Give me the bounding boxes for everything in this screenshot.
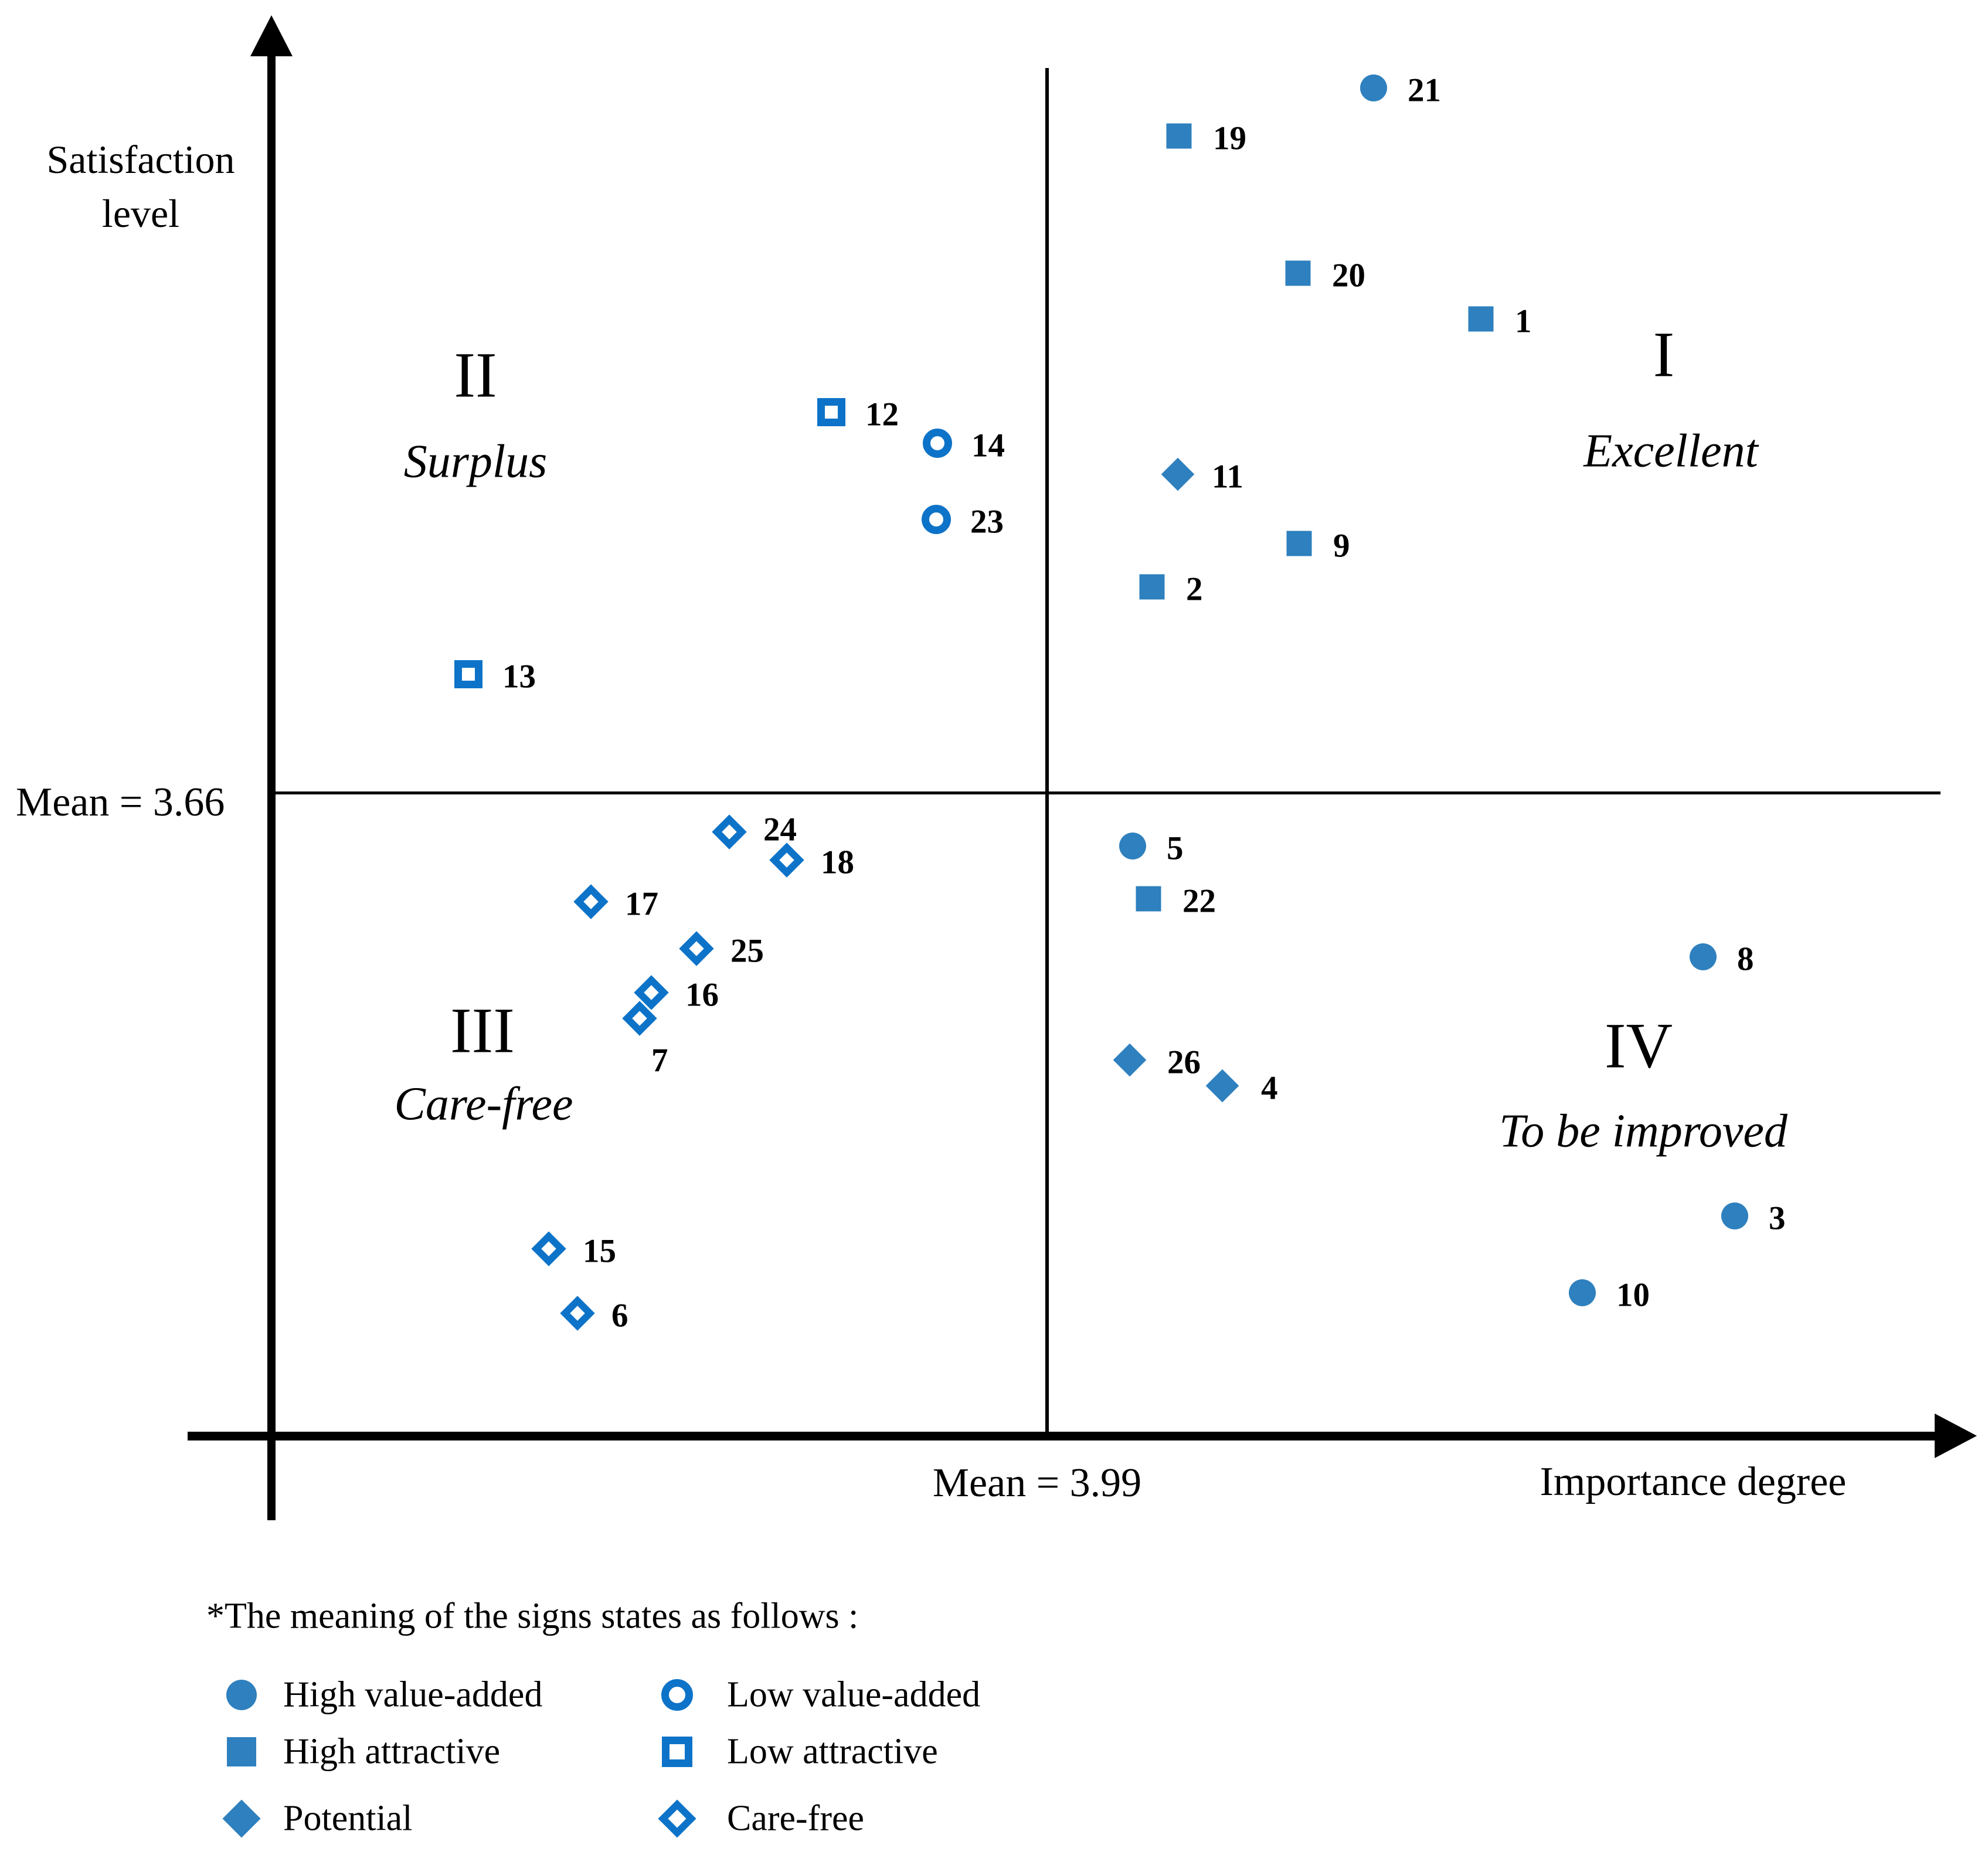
x-axis-line — [188, 1432, 1941, 1440]
quadrant-numeral-IV: IV — [1604, 1010, 1673, 1082]
legend-label-high-value-added: High value-added — [283, 1674, 543, 1715]
y-mean-divider-line — [274, 791, 1941, 794]
point-5-filled-circle-icon — [1119, 833, 1146, 859]
point-label-6: 6 — [611, 1297, 628, 1334]
point-label-21: 21 — [1408, 72, 1441, 109]
quadrant-name-II: Surplus — [403, 436, 548, 488]
x-mean-label: Mean = 3.99 — [932, 1460, 1142, 1506]
y-axis-line — [267, 47, 276, 1520]
point-label-14: 14 — [971, 427, 1005, 464]
legend-label-low-value-added: Low value-added — [727, 1674, 981, 1715]
point-label-24: 24 — [763, 811, 797, 848]
point-label-2: 2 — [1186, 570, 1203, 608]
quadrant-name-IV: To be improved — [1499, 1105, 1787, 1157]
x-mean-divider-line — [1045, 68, 1049, 1432]
point-13-open-square-icon — [454, 660, 482, 688]
point-23-open-circle-icon — [922, 505, 951, 534]
point-11-filled-diamond-icon — [1161, 457, 1195, 491]
y-mean-label: Mean = 3.66 — [16, 780, 225, 825]
point-25-open-diamond-icon — [679, 931, 714, 966]
y-axis-arrowhead-icon — [250, 15, 293, 56]
point-10-filled-circle-icon — [1569, 1279, 1596, 1306]
point-label-23: 23 — [970, 503, 1004, 541]
point-label-17: 17 — [625, 885, 658, 923]
point-label-8: 8 — [1737, 940, 1754, 978]
point-label-7: 7 — [651, 1042, 668, 1079]
point-19-filled-square-icon — [1166, 123, 1192, 149]
legend-label-low-attractive: Low attractive — [727, 1731, 938, 1772]
point-label-9: 9 — [1333, 527, 1350, 565]
point-label-19: 19 — [1213, 120, 1246, 157]
point-label-22: 22 — [1182, 882, 1216, 920]
point-1-filled-square-icon — [1468, 306, 1494, 332]
quadrant-numeral-III: III — [450, 994, 515, 1066]
quadrant-name-I: Excellent — [1583, 425, 1758, 477]
point-label-13: 13 — [502, 658, 536, 695]
point-label-16: 16 — [685, 976, 719, 1014]
point-24-open-diamond-icon — [712, 814, 747, 850]
y-axis-title-line1: Satisfaction — [46, 137, 235, 182]
point-4-filled-diamond-icon — [1205, 1069, 1239, 1103]
legend-open-circle-icon — [661, 1679, 693, 1711]
quadrant-numeral-II: II — [454, 339, 497, 411]
point-12-open-square-icon — [817, 398, 845, 426]
legend-open-square-icon — [662, 1737, 692, 1767]
point-label-20: 20 — [1332, 257, 1365, 294]
y-axis-title: Satisfaction level — [0, 132, 281, 240]
point-label-12: 12 — [865, 396, 899, 433]
point-15-open-diamond-icon — [531, 1231, 566, 1266]
point-6-open-diamond-icon — [560, 1296, 595, 1331]
point-8-filled-circle-icon — [1690, 943, 1717, 970]
legend-label-care-free: Care-free — [727, 1798, 865, 1839]
legend-filled-square-icon — [227, 1737, 256, 1766]
point-label-4: 4 — [1261, 1069, 1278, 1107]
legend-label-potential: Potential — [283, 1798, 413, 1839]
point-9-filled-square-icon — [1286, 531, 1312, 556]
quadrant-name-III: Care-free — [394, 1078, 573, 1130]
point-3-filled-circle-icon — [1721, 1202, 1748, 1229]
legend-label-high-attractive: High attractive — [283, 1731, 501, 1772]
point-label-5: 5 — [1167, 830, 1184, 867]
point-label-10: 10 — [1616, 1276, 1650, 1314]
y-axis-title-line2: level — [101, 191, 180, 236]
point-label-1: 1 — [1515, 303, 1532, 340]
point-2-filled-square-icon — [1139, 574, 1165, 600]
point-21-filled-circle-icon — [1360, 74, 1387, 101]
point-label-18: 18 — [821, 844, 854, 881]
point-label-26: 26 — [1167, 1044, 1201, 1081]
legend-filled-circle-icon — [226, 1680, 257, 1710]
legend-open-diamond-icon — [658, 1799, 696, 1838]
legend-title: *The meaning of the signs states as foll… — [206, 1596, 859, 1636]
point-label-3: 3 — [1769, 1200, 1786, 1237]
point-label-25: 25 — [730, 932, 764, 970]
quadrant-numeral-I: I — [1653, 318, 1675, 390]
x-axis-title: Importance degree — [1540, 1459, 1847, 1504]
point-20-filled-square-icon — [1285, 260, 1311, 286]
point-label-11: 11 — [1212, 458, 1243, 495]
legend-filled-diamond-icon — [222, 1799, 261, 1838]
point-14-open-circle-icon — [923, 429, 952, 458]
point-17-open-diamond-icon — [573, 884, 609, 919]
point-22-filled-square-icon — [1136, 886, 1161, 912]
point-label-15: 15 — [583, 1232, 616, 1270]
point-26-filled-diamond-icon — [1113, 1043, 1147, 1077]
x-axis-arrowhead-icon — [1935, 1414, 1977, 1458]
